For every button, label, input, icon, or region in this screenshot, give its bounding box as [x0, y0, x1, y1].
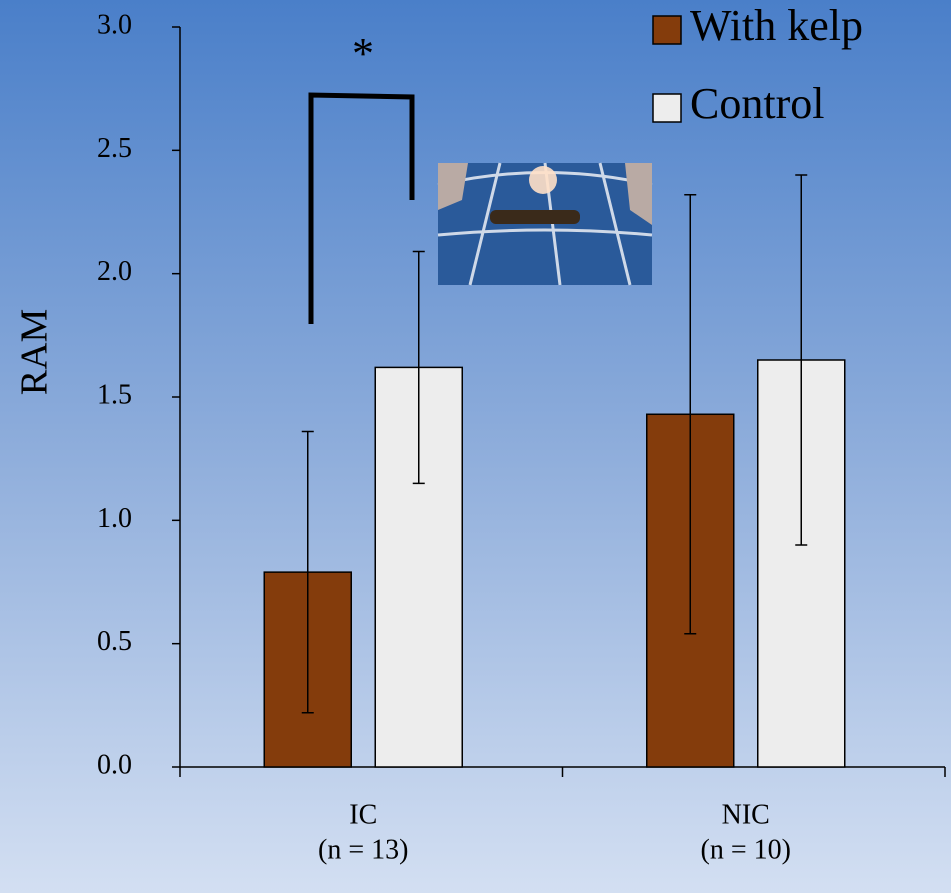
y-tick-label: 2.0: [97, 256, 132, 287]
legend-swatch: [652, 93, 682, 123]
y-tick-label: 2.5: [97, 133, 132, 164]
y-tick-label: 1.0: [97, 503, 132, 534]
error-bar: [301, 430, 314, 714]
y-axis-label: RAM: [14, 309, 56, 396]
legend-label: Control: [690, 79, 824, 128]
y-tick-label: 3.0: [97, 9, 132, 40]
y-tick-label: 1.5: [97, 379, 132, 410]
legend-swatch: [652, 15, 682, 45]
legend-label: With kelp: [690, 1, 863, 50]
significance-bracket: [308, 92, 415, 324]
error-bar: [412, 250, 425, 485]
x-tick-label: IC: [349, 799, 377, 830]
inset-photo: [437, 162, 653, 286]
significance-label: *: [352, 29, 374, 78]
error-bar: [684, 193, 697, 635]
x-tick-label: NIC: [722, 799, 770, 830]
y-tick-label: 0.5: [97, 626, 132, 657]
x-tick-sublabel: (n = 13): [318, 834, 408, 865]
x-tick-sublabel: (n = 10): [701, 834, 791, 865]
y-tick-label: 0.0: [97, 749, 132, 780]
error-bar: [795, 174, 808, 546]
